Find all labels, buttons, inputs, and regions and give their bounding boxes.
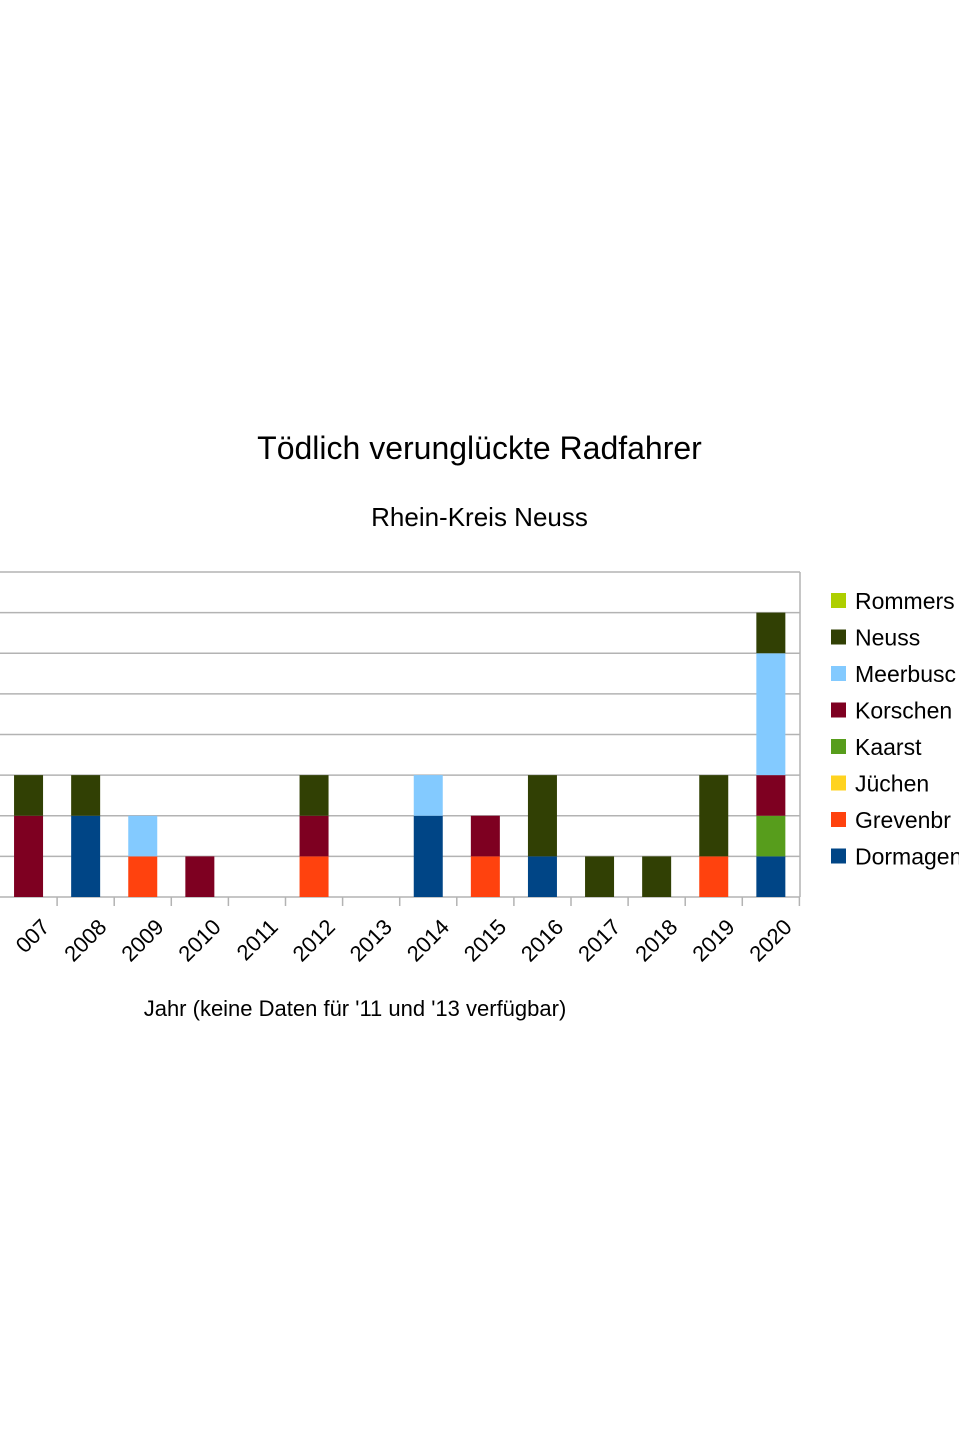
bar-segment xyxy=(527,775,557,857)
bar-segment xyxy=(14,815,44,897)
legend: Rommers Neuss Meerbusc Korschen Kaarst Jüchen… xyxy=(831,588,959,870)
bar-segment xyxy=(299,775,329,816)
bar-segment xyxy=(299,815,329,857)
x-axis: 007 2008 2009 2010 2011 2012 2013 2014 2015 2016 2… xyxy=(11,897,801,966)
x-tick-label: 2020 xyxy=(744,914,796,966)
x-tick-label: 2018 xyxy=(630,914,682,966)
x-tick-label: 2013 xyxy=(345,914,397,966)
bar-segment xyxy=(14,775,44,816)
legend-swatch xyxy=(831,629,846,645)
bar-segment xyxy=(71,815,101,897)
x-axis-label: Jahr (keine Daten für '11 und '13 verfüg… xyxy=(144,996,567,1021)
x-tick-label: 2012 xyxy=(288,914,340,966)
grid-lines xyxy=(0,571,801,898)
legend-swatch xyxy=(831,848,846,864)
bar-segment xyxy=(413,815,443,897)
x-tick-label: 2014 xyxy=(402,914,454,966)
x-tick-label: 2015 xyxy=(459,914,511,966)
bar-segment xyxy=(413,775,443,816)
bar-segment xyxy=(299,856,329,897)
bar-segment xyxy=(470,856,500,897)
x-tick-label: 2016 xyxy=(516,914,568,966)
legend-swatch xyxy=(831,739,846,754)
legend-label: Kaarst xyxy=(855,734,922,760)
chart-subtitle: Rhein-Kreis Neuss xyxy=(371,502,588,532)
bar-segment xyxy=(128,856,158,897)
bar-segment xyxy=(642,856,672,897)
bar-segment xyxy=(128,815,158,857)
x-tick-label: 2011 xyxy=(232,914,283,965)
x-tick-label: 2019 xyxy=(687,914,739,966)
legend-label: Rommers xyxy=(855,588,955,614)
bar-segment xyxy=(185,856,215,897)
bar-segment xyxy=(756,856,786,897)
bar-segment xyxy=(756,775,786,816)
legend-swatch xyxy=(831,593,846,608)
legend-swatch xyxy=(831,775,846,791)
legend-label: Meerbusc xyxy=(855,661,956,687)
legend-swatch xyxy=(831,812,846,827)
x-tick-label: 2008 xyxy=(59,914,111,966)
x-tick-label: 2009 xyxy=(116,914,168,966)
bar-segment xyxy=(756,815,786,857)
x-tick-label: 2010 xyxy=(173,914,225,966)
legend-label: Neuss xyxy=(855,625,920,651)
x-tick-label: 2017 xyxy=(573,914,625,966)
bar-segment xyxy=(527,856,557,897)
legend-swatch xyxy=(831,666,846,681)
bar-segment xyxy=(71,775,101,816)
legend-swatch xyxy=(831,702,846,718)
legend-label: Korschen xyxy=(855,698,952,724)
bar-segment xyxy=(470,815,500,857)
bar-segment xyxy=(585,856,615,897)
legend-label: Jüchen xyxy=(855,771,929,797)
bar-segment xyxy=(699,775,729,857)
bar-segment xyxy=(756,653,786,776)
chart-title: Tödlich verunglückte Radfahrer xyxy=(257,430,702,466)
bars xyxy=(14,612,786,897)
bar-segment xyxy=(699,856,729,897)
legend-label: Dormagen xyxy=(855,844,959,870)
x-tick-label: 007 xyxy=(11,914,55,958)
bar-segment xyxy=(756,612,786,654)
legend-label: Grevenbr xyxy=(855,807,951,833)
